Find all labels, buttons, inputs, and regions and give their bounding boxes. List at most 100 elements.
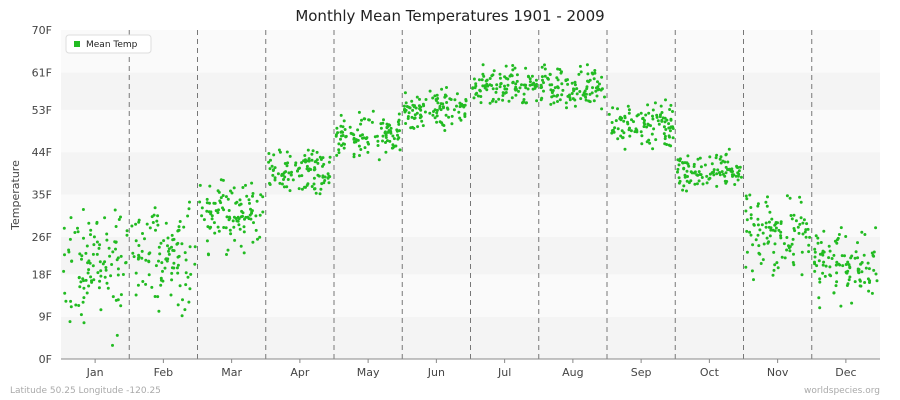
data-point	[219, 201, 223, 205]
data-point	[145, 222, 149, 226]
data-point	[859, 262, 863, 266]
y-axis-label: Temperature	[9, 160, 22, 231]
data-point	[178, 284, 182, 288]
data-point	[577, 72, 581, 76]
data-point	[527, 75, 530, 79]
data-point	[542, 89, 545, 93]
data-point	[68, 320, 72, 324]
data-point	[342, 119, 346, 123]
data-point	[418, 107, 422, 111]
data-point	[158, 252, 162, 256]
data-point	[828, 265, 832, 269]
data-point	[584, 92, 588, 96]
data-point	[300, 161, 304, 165]
data-point	[285, 164, 289, 168]
data-point	[156, 295, 160, 299]
data-point	[764, 200, 768, 204]
data-point	[730, 170, 734, 173]
data-point	[359, 148, 363, 151]
data-point	[483, 86, 487, 90]
data-point	[281, 173, 285, 177]
data-point	[278, 181, 282, 185]
data-point	[435, 108, 439, 112]
data-point	[603, 95, 606, 99]
data-point	[708, 155, 712, 159]
data-point	[304, 160, 307, 164]
data-point	[515, 73, 519, 77]
data-point	[736, 178, 740, 182]
data-point	[749, 233, 753, 237]
data-point	[184, 258, 188, 262]
data-point	[170, 245, 173, 249]
data-point	[556, 100, 559, 103]
data-point	[650, 132, 654, 136]
data-point	[596, 80, 599, 84]
data-point	[385, 139, 389, 143]
data-point	[844, 263, 848, 266]
data-point	[566, 82, 570, 86]
data-point	[744, 209, 748, 213]
data-point	[745, 250, 749, 254]
data-point	[105, 238, 109, 242]
data-point	[359, 122, 363, 126]
data-point	[410, 115, 414, 119]
data-point	[76, 230, 80, 234]
data-point	[767, 220, 771, 224]
data-point	[587, 80, 591, 84]
data-point	[723, 160, 727, 164]
data-point	[109, 274, 113, 278]
data-point	[283, 162, 287, 165]
data-point	[459, 118, 463, 122]
data-point	[651, 147, 655, 151]
data-point	[376, 139, 380, 143]
data-point	[78, 252, 82, 256]
data-point	[677, 176, 681, 180]
data-point	[202, 218, 206, 222]
data-point	[392, 137, 396, 141]
y-tick-label: 35F	[32, 189, 52, 202]
data-point	[441, 102, 445, 106]
data-point	[750, 269, 754, 273]
data-point	[175, 266, 179, 270]
data-point	[854, 250, 858, 254]
data-point	[339, 137, 342, 141]
data-point	[821, 253, 825, 257]
data-point	[172, 261, 176, 265]
data-point	[176, 303, 180, 307]
data-point	[200, 214, 204, 218]
data-point	[715, 172, 719, 176]
data-point	[458, 101, 462, 105]
data-point	[64, 299, 68, 303]
data-point	[87, 259, 91, 263]
data-point	[187, 207, 191, 211]
data-point	[365, 136, 369, 140]
data-point	[522, 83, 526, 87]
data-point	[668, 126, 672, 130]
data-point	[760, 223, 764, 227]
data-point	[288, 154, 292, 158]
data-point	[773, 242, 777, 246]
data-point	[772, 250, 776, 254]
data-point	[270, 164, 274, 168]
data-point	[804, 228, 808, 232]
data-point	[119, 293, 123, 297]
data-point	[444, 113, 448, 117]
data-point	[705, 181, 709, 185]
data-point	[312, 176, 316, 180]
data-point	[540, 75, 544, 79]
data-point	[504, 64, 508, 68]
data-point	[874, 226, 878, 230]
data-point	[652, 127, 656, 131]
data-point	[511, 64, 515, 67]
data-point	[872, 268, 876, 272]
data-point	[782, 242, 786, 246]
data-point	[858, 284, 862, 288]
data-point	[229, 189, 232, 193]
data-point	[785, 248, 789, 252]
data-point	[170, 233, 174, 237]
data-point	[542, 81, 545, 85]
data-point	[501, 98, 505, 102]
data-point	[591, 86, 594, 90]
data-point	[73, 231, 77, 234]
data-point	[848, 266, 852, 270]
